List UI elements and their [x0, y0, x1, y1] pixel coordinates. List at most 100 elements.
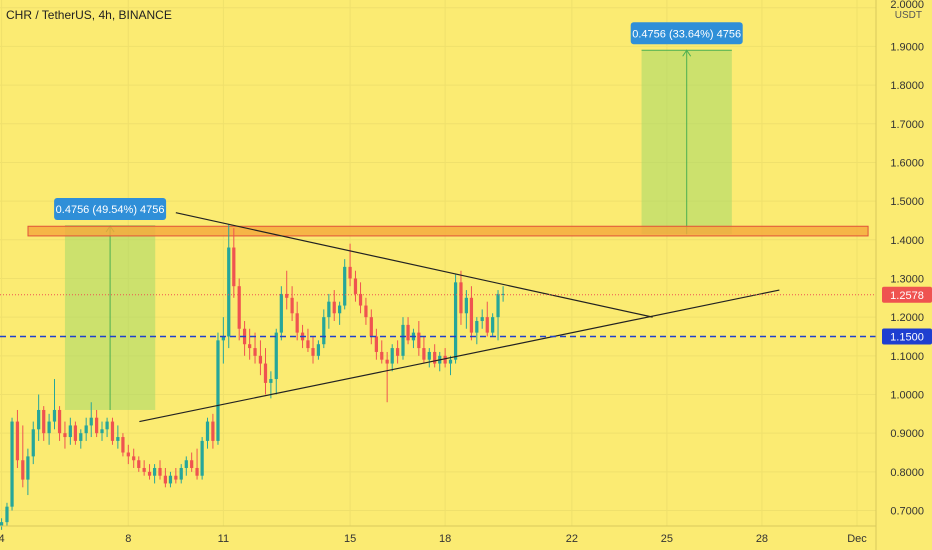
- candle-down: [364, 305, 368, 318]
- candle-down: [95, 417, 99, 434]
- candle-down: [311, 348, 315, 356]
- candle-down: [380, 351, 384, 360]
- y-tick-label: 2.0000: [890, 0, 924, 11]
- candle-down: [142, 467, 146, 472]
- candle-up: [100, 429, 104, 434]
- x-tick-label: 8: [125, 533, 131, 545]
- candle-up: [68, 425, 72, 438]
- candle-down: [57, 409, 62, 434]
- candle-down: [459, 282, 463, 314]
- trend-line-upper: [175, 212, 653, 318]
- y-tick-label: 0.8000: [890, 467, 924, 479]
- candle-down: [126, 452, 130, 457]
- candle-down: [42, 409, 46, 434]
- y-tick-label: 0.9000: [890, 428, 924, 440]
- candle-down: [263, 363, 268, 383]
- candle-up: [427, 351, 431, 360]
- candle-up: [200, 440, 204, 476]
- candle-down: [21, 460, 25, 480]
- candle-up: [31, 429, 35, 457]
- candle-up: [401, 324, 405, 356]
- candle-up: [269, 379, 273, 383]
- trend-lines: [139, 212, 780, 423]
- candle-down: [369, 317, 373, 337]
- current-price-badge-label: 1.2578: [890, 290, 924, 302]
- candle-down: [422, 348, 426, 360]
- candle-down: [248, 344, 252, 349]
- y-tick-label: 1.4000: [890, 235, 924, 247]
- candle-up: [184, 460, 188, 468]
- candle-up: [501, 293, 505, 295]
- measure-label-bg: [54, 198, 167, 221]
- x-tick-label: 28: [756, 533, 768, 545]
- candle-down: [232, 247, 236, 287]
- candle-down: [306, 340, 310, 349]
- candle-down: [348, 266, 352, 279]
- candle-down: [147, 471, 152, 476]
- candle-down: [163, 475, 167, 484]
- candle-down: [469, 297, 474, 333]
- candle-down: [237, 286, 241, 329]
- y-tick-label: 1.6000: [890, 157, 924, 169]
- candle-down: [63, 433, 67, 438]
- y-tick-label: 1.3000: [890, 273, 924, 285]
- measure-label: 0.4756 (33.64%) 4756: [632, 28, 741, 40]
- candle-down: [295, 313, 299, 333]
- candle-up: [152, 467, 157, 476]
- x-tick-label: 11: [218, 533, 229, 545]
- candle-down: [132, 456, 136, 461]
- quote-unit-label: USDT: [895, 10, 922, 21]
- candle-down: [73, 425, 78, 441]
- support-price-badge: [882, 328, 932, 345]
- x-tick-label: 15: [344, 533, 356, 545]
- candle-up: [496, 293, 500, 318]
- candle-up: [37, 409, 41, 430]
- candle-up: [52, 409, 57, 422]
- candle-down: [485, 317, 489, 333]
- candle-up: [322, 317, 326, 345]
- candle-down: [285, 293, 289, 298]
- measure-label-bg: [630, 22, 743, 45]
- candle-up: [475, 321, 479, 333]
- candle-down: [121, 437, 125, 453]
- candle-up: [105, 421, 109, 430]
- candle-down: [385, 359, 389, 364]
- candle-up: [390, 348, 394, 364]
- candle-up: [491, 317, 495, 333]
- candle-up: [26, 456, 30, 480]
- x-tick-label: 22: [566, 533, 578, 545]
- y-tick-label: 0.7000: [890, 506, 924, 518]
- candle-up: [343, 266, 347, 306]
- candle-up: [216, 340, 220, 441]
- candle-down: [443, 355, 447, 364]
- candle-down: [158, 467, 162, 476]
- measure-boxes: 0.4756 (49.54%) 4756 0.4756 (33.64%) 4756: [54, 22, 743, 410]
- candles: [0, 224, 505, 530]
- y-tick-label: 1.1000: [890, 351, 924, 363]
- support-price-badge-label: 1.1500: [890, 331, 924, 343]
- candle-down: [332, 301, 336, 314]
- candle-up: [84, 425, 88, 434]
- candle-down: [406, 324, 410, 341]
- candle-down: [290, 297, 294, 314]
- candle-up: [279, 293, 283, 333]
- candle-down: [174, 475, 178, 480]
- y-tick-label: 1.8000: [890, 80, 924, 92]
- candle-down: [110, 421, 115, 441]
- y-tick-label: 1.0000: [890, 390, 924, 402]
- candle-down: [195, 467, 199, 476]
- candle-down: [258, 355, 263, 364]
- candle-up: [221, 336, 225, 341]
- y-axis-bg: [876, 0, 932, 550]
- trend-line-lower: [139, 289, 780, 423]
- x-tick-label: 25: [661, 533, 673, 545]
- candle-up: [79, 433, 83, 441]
- resistance-zone-rect: [27, 225, 869, 237]
- price-lines: [0, 294, 876, 338]
- candle-up: [179, 467, 183, 480]
- candle-down: [395, 348, 400, 356]
- candle-up: [10, 421, 14, 507]
- candle-up: [168, 475, 173, 484]
